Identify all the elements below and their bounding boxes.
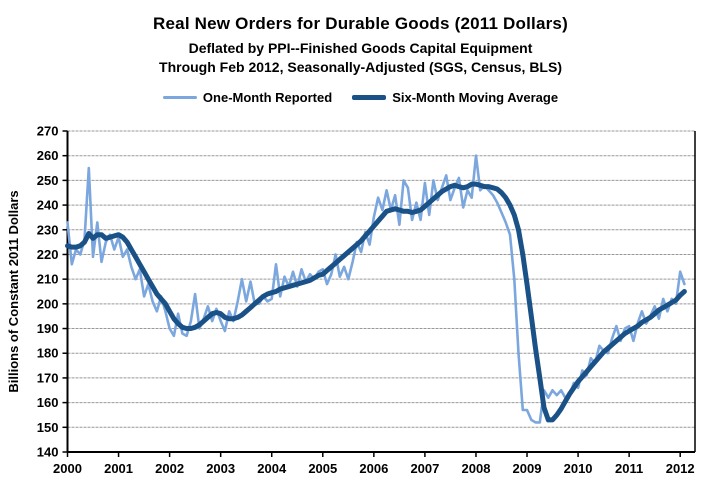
x-tick-label: 2008 — [462, 461, 491, 476]
y-tick-label: 210 — [37, 272, 59, 287]
y-tick-label: 240 — [37, 198, 59, 213]
y-tick-label: 260 — [37, 148, 59, 163]
y-tick-label: 190 — [37, 321, 59, 336]
series-line-one-month — [66, 154, 686, 424]
y-axis-title: Billions of Constant 2011 Dollars — [6, 190, 21, 392]
y-tick-label: 160 — [37, 395, 59, 410]
y-tick-label: 180 — [37, 346, 59, 361]
x-tick-label: 2004 — [257, 461, 287, 476]
y-tick-label: 270 — [37, 124, 59, 139]
x-tick-label: 2012 — [666, 461, 695, 476]
y-tick-label: 230 — [37, 222, 59, 237]
x-tick-label: 2007 — [410, 461, 439, 476]
x-tick-label: 2003 — [206, 461, 235, 476]
x-tick-label: 2002 — [155, 461, 184, 476]
x-tick-label: 2011 — [615, 461, 643, 476]
x-tick-label: 2001 — [104, 461, 133, 476]
legend-label-one-month: One-Month Reported — [202, 89, 333, 105]
chart-title: Real New Orders for Durable Goods (2011 … — [153, 14, 568, 33]
y-tick-label: 250 — [37, 173, 59, 188]
x-tick-label: 2006 — [359, 461, 388, 476]
x-tick-label: 2009 — [513, 461, 542, 476]
series-line-six-month — [65, 181, 687, 423]
x-tick-label: 2005 — [308, 461, 337, 476]
chart-subtitle-line2: Through Feb 2012, Seasonally-Adjusted (S… — [159, 59, 562, 75]
legend-label-six-month: Six-Month Moving Average — [392, 89, 559, 105]
y-tick-label: 170 — [37, 370, 59, 385]
chart-legend: One-Month Reported Six-Month Moving Aver… — [0, 88, 721, 106]
x-tick-label: 2010 — [564, 461, 593, 476]
legend-line-sample-one-month — [162, 95, 197, 99]
legend-line-sample-six-month — [352, 94, 387, 100]
y-tick-label: 200 — [37, 296, 59, 311]
y-tick-label: 220 — [37, 247, 59, 262]
x-tick-label: 2000 — [53, 461, 82, 476]
y-tick-label: 150 — [37, 420, 59, 435]
y-tick-label: 140 — [37, 445, 59, 460]
chart-subtitle-line1: Deflated by PPI--Finished Goods Capital … — [188, 40, 533, 56]
